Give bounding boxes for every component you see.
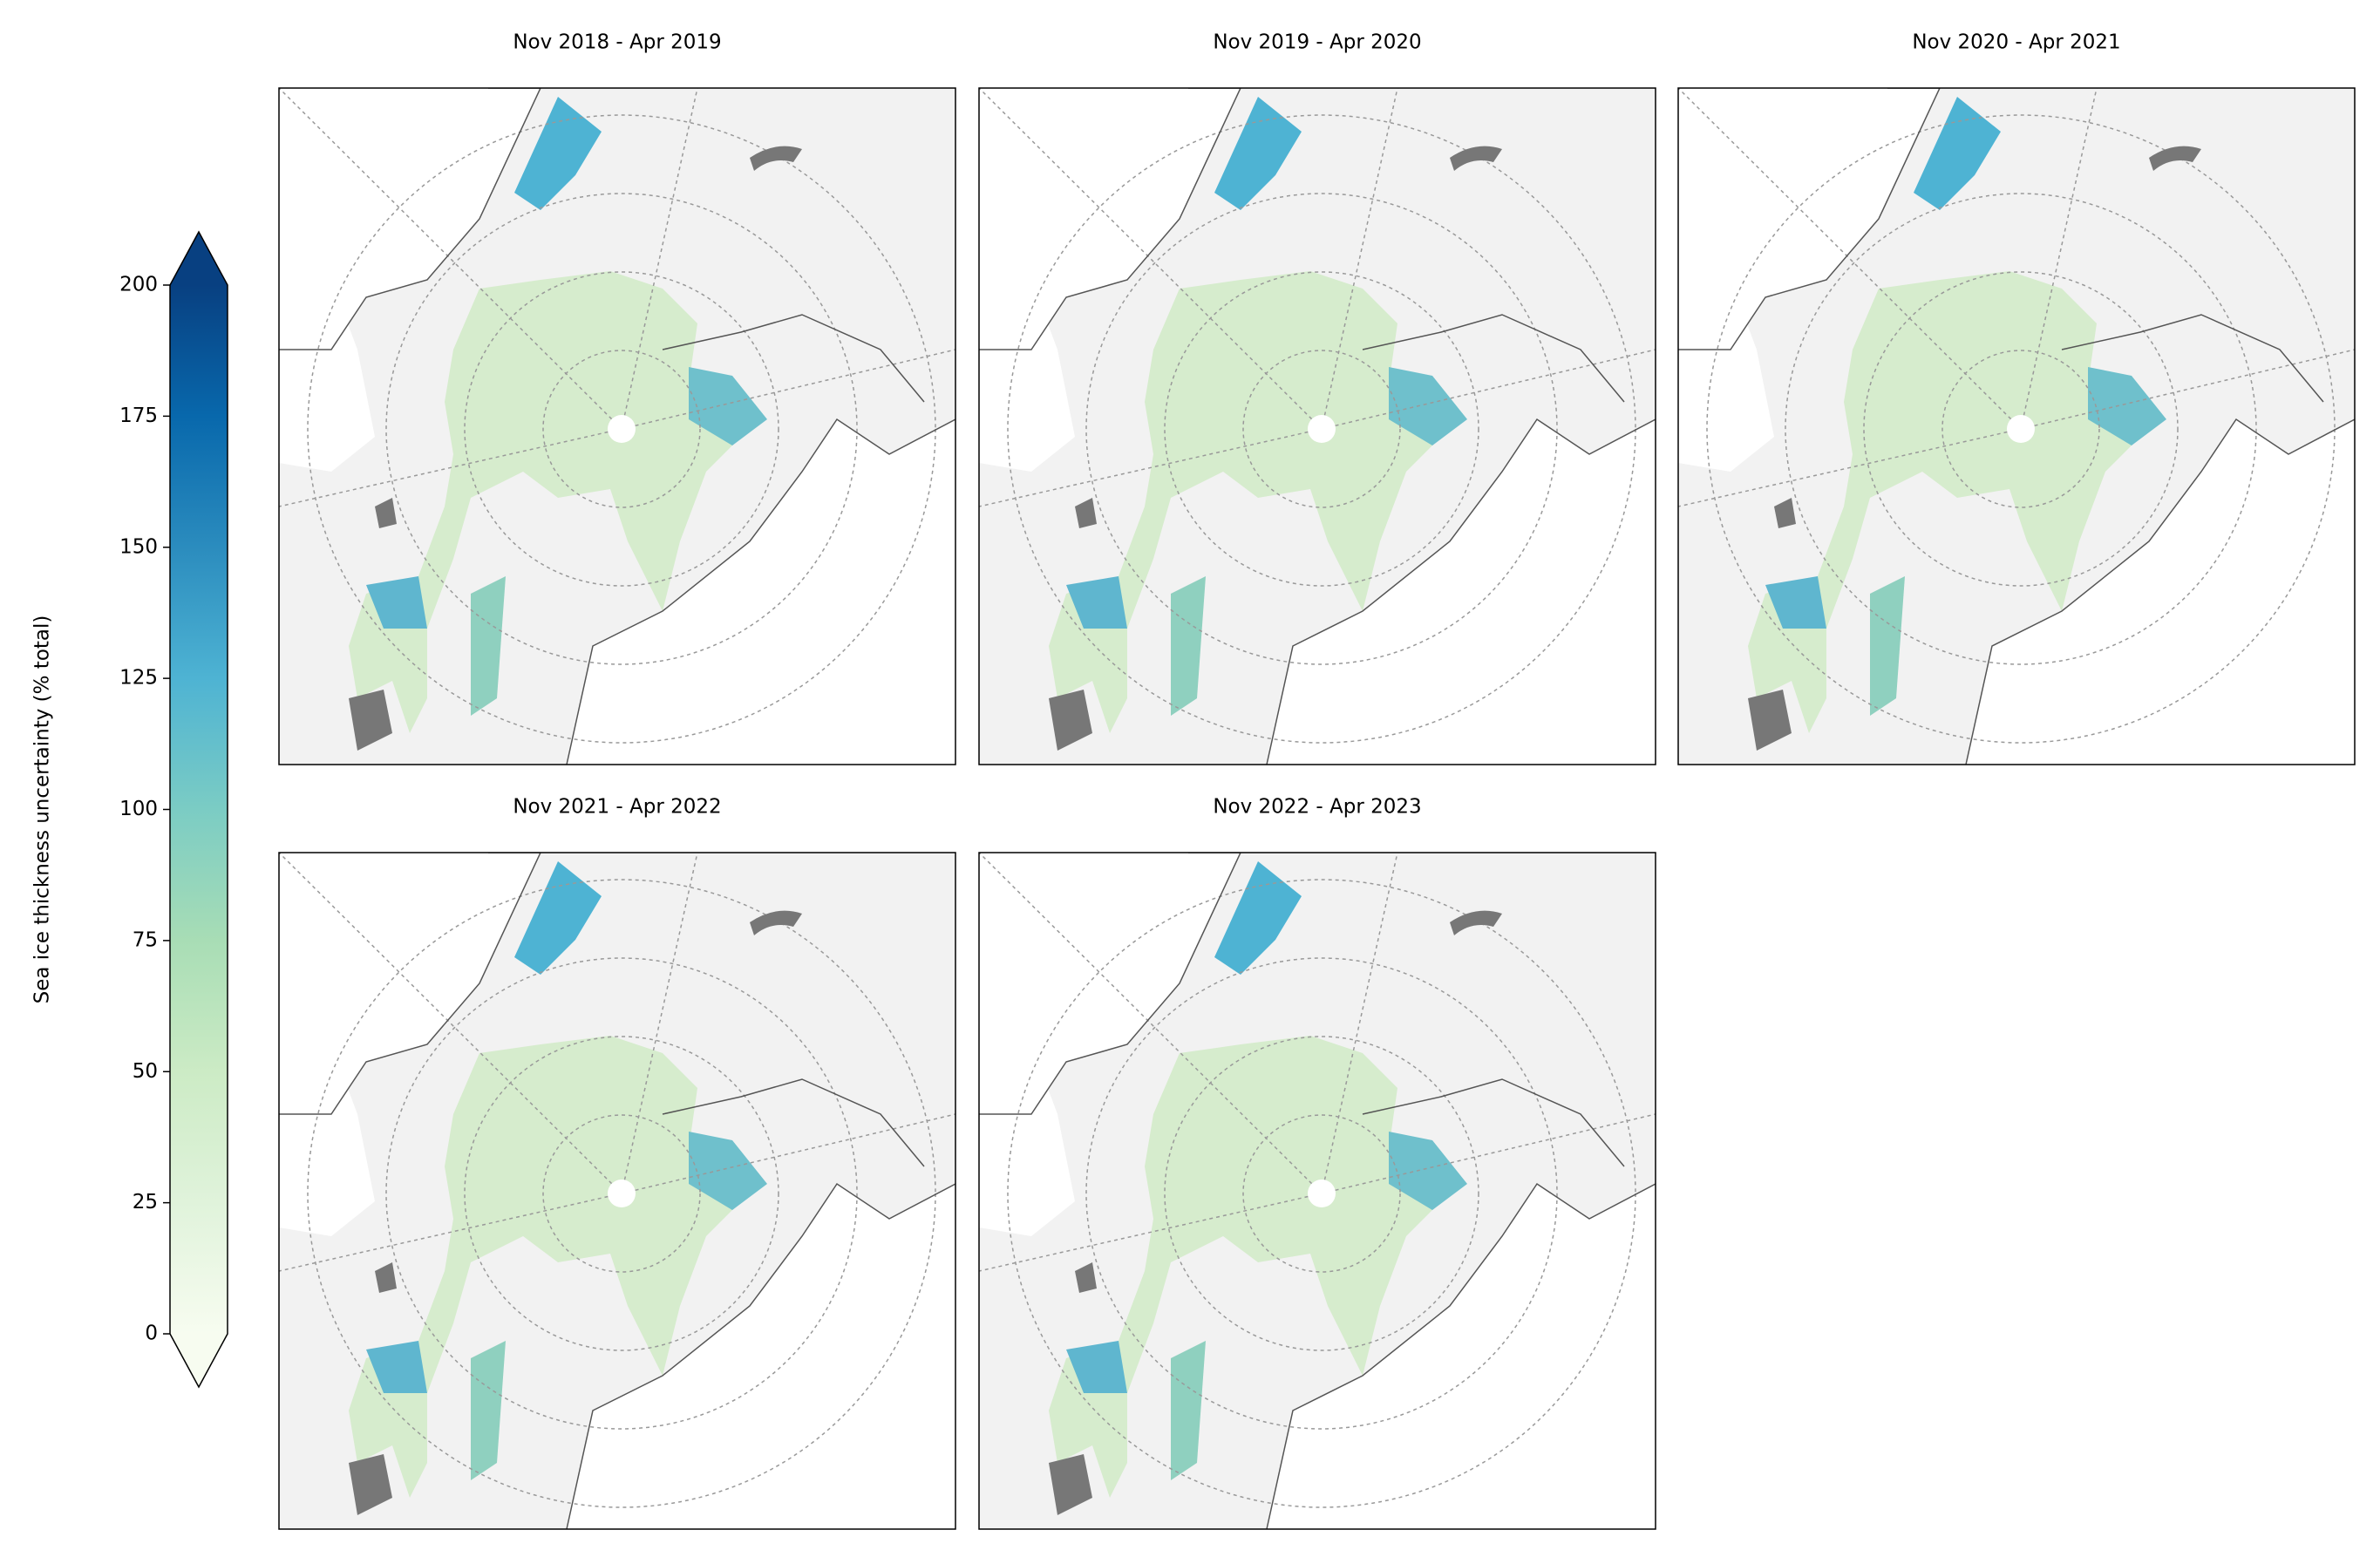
colorbar-extend-high [170,232,228,285]
colorbar-tick-label: 25 [133,1191,158,1214]
panel-title: Nov 2021 - Apr 2022 [513,796,721,819]
colorbar-tick-label: 100 [119,798,158,820]
colorbar-tick-label: 175 [119,405,158,427]
map-panel [279,88,955,765]
panel-title: Nov 2019 - Apr 2020 [1213,31,1421,54]
colorbar-tick-label: 75 [133,928,158,951]
colorbar-tick-label: 50 [133,1060,158,1083]
panel-frame [278,852,956,1530]
panel-frame [1677,87,2356,765]
panel-frame [978,87,1656,765]
colorbar-gradient [170,285,228,1334]
map-panel [979,853,1656,1529]
colorbar-tick-label: 0 [145,1322,158,1345]
map-panel [1678,88,2355,765]
panel-frame [278,87,956,765]
colorbar-tick-label: 150 [119,535,158,558]
panel-title: Nov 2018 - Apr 2019 [513,31,721,54]
panel-frame [978,852,1656,1530]
colorbar-label: Sea ice thickness uncertainty (% total) [31,615,54,1004]
colorbar: 0 25 50 75 100 125 150 175 200 Sea ice thickness … [31,230,228,1389]
map-panel [279,853,955,1529]
colorbar-tick-label: 125 [119,667,158,690]
panel-title: Nov 2022 - Apr 2023 [1213,796,1421,819]
map-panel [979,88,1656,765]
panel-title: Nov 2020 - Apr 2021 [1912,31,2120,54]
colorbar-extend-low [170,1334,228,1387]
colorbar-tick-label: 200 [119,274,158,296]
